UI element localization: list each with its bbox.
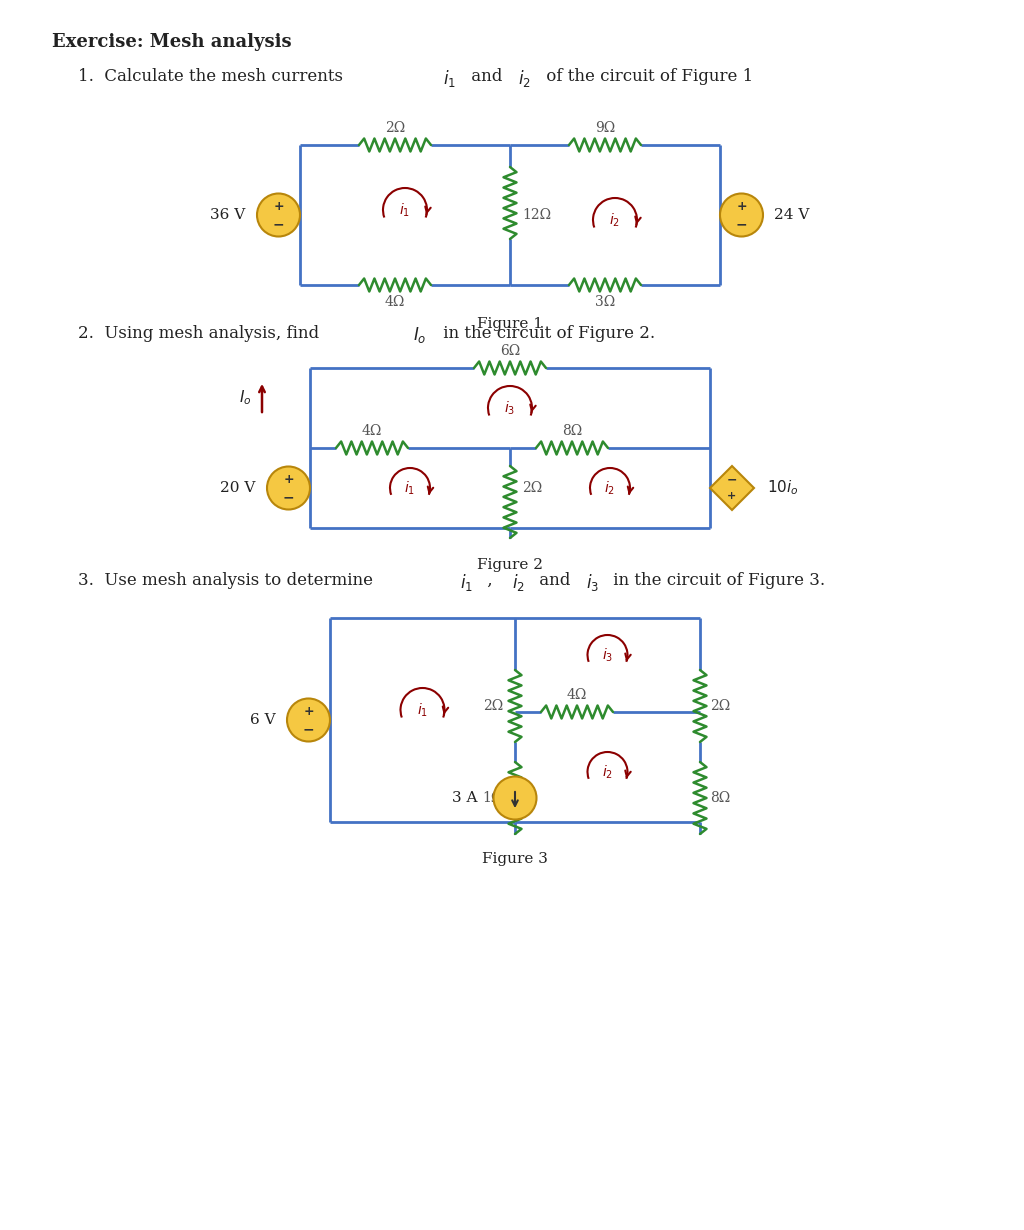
- Text: 2Ω: 2Ω: [482, 699, 503, 713]
- Text: 4Ω: 4Ω: [361, 424, 382, 438]
- Circle shape: [494, 776, 537, 819]
- Text: −: −: [727, 474, 737, 487]
- Text: −: −: [283, 490, 294, 504]
- Text: 3Ω: 3Ω: [595, 295, 615, 309]
- Text: +: +: [736, 199, 746, 213]
- Text: $i_2$: $i_2$: [518, 68, 530, 89]
- Text: Figure 3: Figure 3: [482, 852, 548, 866]
- Circle shape: [257, 193, 300, 236]
- Text: $i_2$: $i_2$: [609, 212, 621, 229]
- Text: 24 V: 24 V: [774, 208, 810, 221]
- Text: in the circuit of Figure 2.: in the circuit of Figure 2.: [438, 325, 655, 342]
- Text: $i_3$: $i_3$: [602, 646, 613, 664]
- Text: 36 V: 36 V: [210, 208, 246, 221]
- Text: and: and: [534, 572, 575, 589]
- Text: 20 V: 20 V: [220, 481, 256, 494]
- Text: 3 A: 3 A: [452, 791, 477, 804]
- Text: $i_3$: $i_3$: [505, 400, 516, 417]
- Text: +: +: [303, 705, 313, 717]
- Text: +: +: [273, 199, 284, 213]
- Polygon shape: [710, 466, 754, 510]
- Text: of the circuit of Figure 1: of the circuit of Figure 1: [541, 68, 754, 85]
- Text: $i_2$: $i_2$: [604, 480, 615, 497]
- Circle shape: [720, 193, 763, 236]
- Text: −: −: [272, 216, 285, 231]
- Circle shape: [267, 466, 310, 509]
- Text: +: +: [284, 472, 294, 486]
- Text: $i_1$: $i_1$: [460, 572, 473, 593]
- Text: $i_3$: $i_3$: [586, 572, 599, 593]
- Text: 6 V: 6 V: [250, 713, 275, 727]
- Text: 2Ω: 2Ω: [385, 121, 406, 135]
- Text: 2.  Using mesh analysis, find: 2. Using mesh analysis, find: [78, 325, 325, 342]
- Text: +: +: [727, 491, 736, 501]
- Text: Exercise: Mesh analysis: Exercise: Mesh analysis: [52, 33, 292, 50]
- Text: 8Ω: 8Ω: [562, 424, 582, 438]
- Text: $i_1$: $i_1$: [404, 480, 416, 497]
- Text: in the circuit of Figure 3.: in the circuit of Figure 3.: [608, 572, 825, 589]
- Text: $i_2$: $i_2$: [512, 572, 525, 593]
- Text: $I_o$: $I_o$: [413, 325, 426, 344]
- Text: 8Ω: 8Ω: [710, 791, 730, 804]
- Text: $I_o$: $I_o$: [240, 389, 252, 407]
- Text: ,: ,: [482, 572, 498, 589]
- Text: 12Ω: 12Ω: [522, 208, 551, 221]
- Text: 3.  Use mesh analysis to determine: 3. Use mesh analysis to determine: [78, 572, 378, 589]
- Text: $i_1$: $i_1$: [443, 68, 456, 89]
- Text: 1Ω: 1Ω: [482, 791, 503, 804]
- Text: −: −: [303, 722, 314, 736]
- Text: 2Ω: 2Ω: [522, 481, 543, 494]
- Text: Figure 2: Figure 2: [477, 558, 543, 572]
- Text: 6Ω: 6Ω: [500, 344, 520, 358]
- Text: 9Ω: 9Ω: [595, 121, 615, 135]
- Text: $i_1$: $i_1$: [399, 202, 411, 219]
- Text: $10i_o$: $10i_o$: [767, 478, 799, 497]
- Text: Figure 1: Figure 1: [477, 317, 543, 331]
- Text: −: −: [735, 216, 748, 231]
- Text: $i_1$: $i_1$: [417, 701, 428, 718]
- Text: 1.  Calculate the mesh currents: 1. Calculate the mesh currents: [78, 68, 348, 85]
- Text: $i_2$: $i_2$: [602, 764, 613, 781]
- Text: 2Ω: 2Ω: [710, 699, 730, 713]
- Circle shape: [287, 699, 330, 742]
- Text: 4Ω: 4Ω: [385, 295, 406, 309]
- Text: 4Ω: 4Ω: [567, 688, 587, 702]
- Text: and: and: [466, 68, 508, 85]
